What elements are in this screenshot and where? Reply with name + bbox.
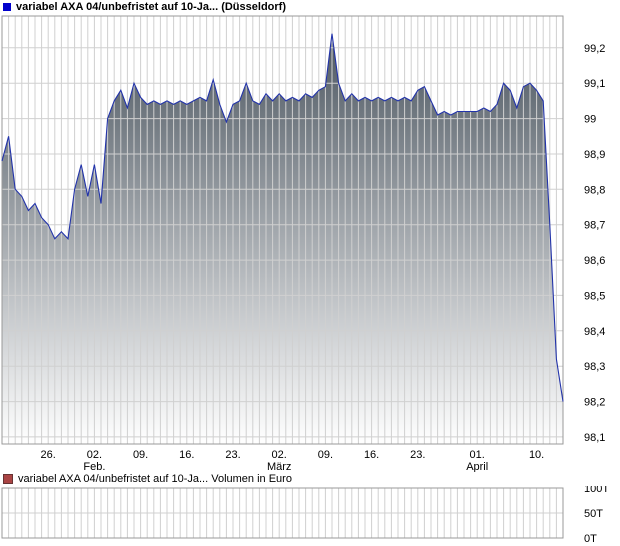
price-x-tick-label: 16.: [179, 449, 194, 461]
price-x-tick-label: 26.: [41, 449, 56, 461]
volume-chart-title: variabel AXA 04/unbefristet auf 10-Ja...…: [18, 473, 292, 485]
price-y-tick-label: 98,8: [584, 184, 605, 196]
price-y-tick-label: 98,9: [584, 149, 605, 161]
price-area: [2, 33, 563, 444]
price-x-tick-label: 09.: [318, 449, 333, 461]
price-month-label: April: [466, 461, 488, 472]
price-line: [1, 33, 564, 402]
volume-chart-plot: 100T 50T 0T: [1, 486, 609, 544]
volume-legend: variabel AXA 04/unbefristet auf 10-Ja...…: [0, 472, 620, 486]
price-legend: variabel AXA 04/unbefristet auf 10-Ja...…: [0, 0, 620, 14]
price-chart-title: variabel AXA 04/unbefristet auf 10-Ja...…: [16, 1, 286, 13]
price-x-tick-label: 09.: [133, 449, 148, 461]
volume-y-tick-label: 0T: [584, 533, 597, 544]
price-x-tick-label: 01.: [470, 449, 485, 461]
price-y-tick-label: 98,7: [584, 220, 605, 232]
volume-series-swatch-icon: [3, 474, 13, 484]
price-x-tick-label: 02.: [87, 449, 102, 461]
volume-y-tick-label: 50T: [584, 508, 603, 520]
price-month-label: März: [267, 461, 291, 472]
price-x-tick-label: 02.: [272, 449, 287, 461]
price-x-tick-label: 16.: [364, 449, 379, 461]
price-series-swatch-icon: [3, 3, 11, 11]
price-y-tick-label: 99,2: [584, 43, 605, 55]
price-y-tick-label: 99,1: [584, 78, 605, 90]
price-x-tick-label: 10.: [529, 449, 544, 461]
price-chart-plot: 99,2 99,1 99 98,9 98,8 98,7 98,6 98,5 98,4 98,3 98…: [1, 15, 605, 472]
price-y-tick-label: 98,1: [584, 432, 605, 444]
price-x-tick-label: 23.: [410, 449, 425, 461]
price-month-label: Feb.: [83, 461, 105, 472]
price-x-tick-label: 23.: [225, 449, 240, 461]
volume-y-tick-label: 100T: [584, 486, 609, 495]
price-y-tick-label: 99: [584, 114, 596, 126]
price-y-tick-label: 98,6: [584, 255, 605, 267]
price-y-tick-label: 98,4: [584, 326, 605, 338]
price-y-tick-label: 98,2: [584, 397, 605, 409]
price-y-tick-label: 98,3: [584, 361, 605, 373]
price-y-tick-label: 98,5: [584, 290, 605, 302]
